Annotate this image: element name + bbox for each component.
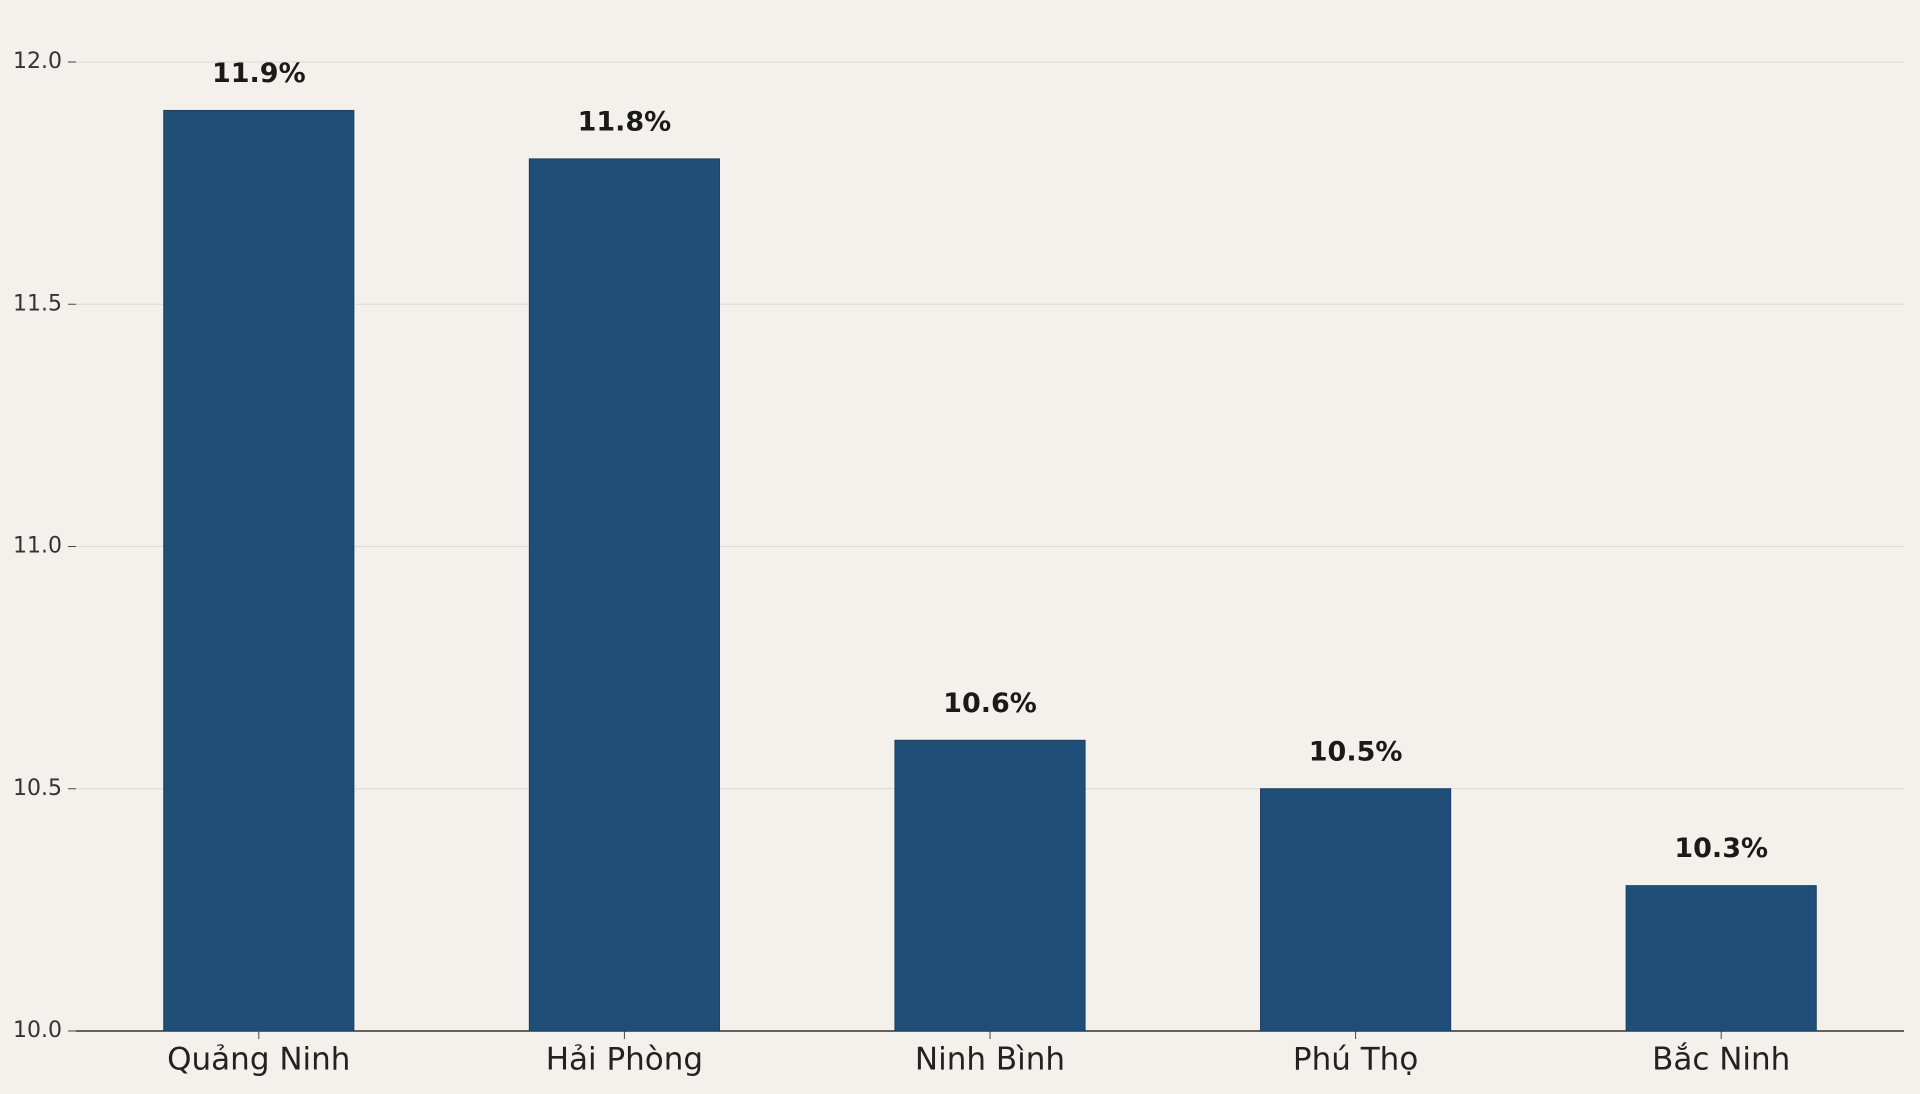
bar [1260,788,1452,1032]
value-label: 10.3% [1674,833,1768,864]
y-tick-label: 11.0 [13,534,62,559]
x-tick-label: Bắc Ninh [1652,1042,1790,1078]
y-tick-label: 12.0 [13,49,62,74]
value-label: 10.6% [943,688,1037,719]
x-tick-label: Phú Thọ [1293,1042,1418,1078]
x-tick-label: Hải Phòng [546,1042,703,1078]
bar [528,158,720,1032]
x-tick-label: Ninh Bình [915,1042,1065,1078]
bar [1625,885,1817,1032]
value-label: 10.5% [1309,736,1403,767]
bar [163,109,355,1032]
bar [894,739,1086,1032]
y-tick-label: 11.5 [13,291,62,316]
y-tick-label: 10.0 [13,1018,62,1043]
y-tick-label: 10.5 [13,776,62,801]
value-label: 11.8% [578,106,672,137]
value-label: 11.9% [212,58,306,89]
x-tick-label: Quảng Ninh [167,1042,350,1078]
